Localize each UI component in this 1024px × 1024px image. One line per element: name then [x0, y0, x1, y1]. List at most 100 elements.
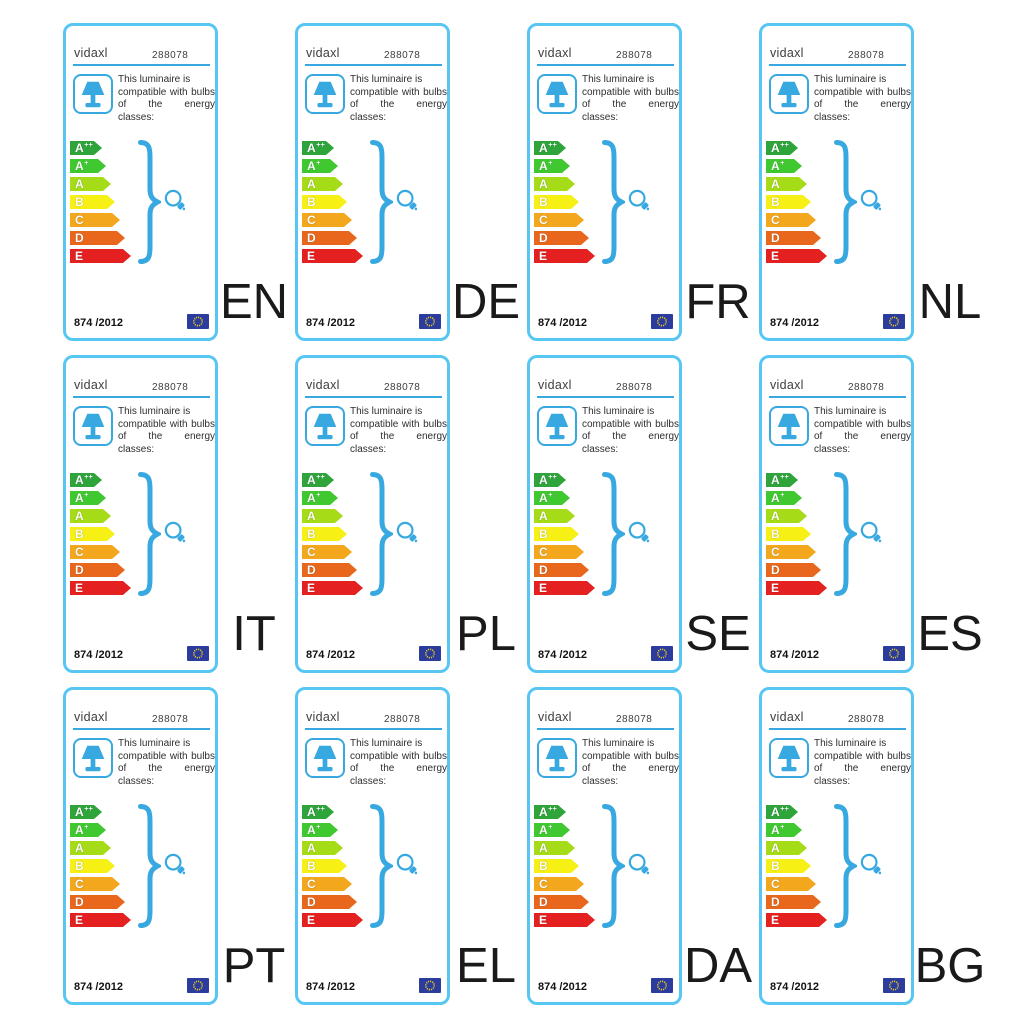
energy-class-arrow: D [766, 231, 821, 245]
header-divider [537, 396, 674, 398]
grade-superscript: ++ [316, 139, 325, 149]
product-number: 288078 [152, 50, 189, 61]
brand-text: vidaxl [538, 710, 572, 724]
grade-letter: A [771, 491, 780, 505]
label-cell: vidaxl 288078 This luminaire is compatibl… [759, 355, 991, 687]
label-cell: vidaxl 288078 This luminaire is compatibl… [63, 355, 295, 687]
description-line: of the energy classes: [814, 431, 911, 455]
energy-class-arrow: B [302, 195, 347, 209]
description-line: of the energy classes: [118, 99, 215, 123]
grade-letter: B [771, 195, 780, 209]
description-line: This luminaire is [350, 74, 423, 85]
grade-letter: A [307, 473, 316, 487]
energy-class-arrow: A ++ [302, 473, 334, 487]
energy-class-arrow: A [766, 841, 807, 855]
light-bulb-icon [860, 853, 882, 875]
curly-brace-icon [138, 140, 161, 264]
grade-letter: A [75, 805, 84, 819]
energy-class-arrow: A ++ [766, 473, 798, 487]
energy-class-arrow: B [302, 527, 347, 541]
grade-letter: A [771, 805, 780, 819]
grade-letter: A [75, 841, 84, 855]
language-code-label: PL [456, 607, 516, 661]
description-line: compatible with bulbs [814, 418, 911, 430]
regulation-number: 874 /2012 [74, 981, 123, 993]
light-bulb-icon [396, 189, 418, 211]
grade-letter: D [307, 895, 316, 909]
lamp-icon [73, 406, 113, 446]
light-bulb-icon [396, 521, 418, 543]
light-bulb-icon [860, 189, 882, 211]
energy-class-arrow: C [766, 545, 816, 559]
energy-class-arrow: E [766, 913, 827, 927]
energy-class-arrow: C [302, 213, 352, 227]
product-number: 288078 [384, 382, 421, 393]
grade-superscript: ++ [548, 471, 557, 481]
light-bulb-icon [860, 521, 882, 543]
grade-letter: D [539, 231, 548, 245]
product-number: 288078 [616, 50, 653, 61]
energy-class-arrow: A + [70, 159, 106, 173]
grade-letter: A [539, 823, 548, 837]
description-text: This luminaire is compatible with bulbs of… [814, 738, 911, 788]
energy-class-arrows: A ++ A + A B C D E [766, 805, 827, 931]
grade-letter: A [307, 491, 316, 505]
grade-letter: E [307, 249, 316, 263]
lamp-icon [73, 74, 113, 114]
energy-class-arrow: D [302, 895, 357, 909]
description-line: of the energy classes: [118, 763, 215, 787]
grade-superscript: ++ [316, 471, 325, 481]
grade-superscript: + [84, 489, 89, 499]
label-cell: vidaxl 288078 This luminaire is compatibl… [527, 687, 759, 1019]
grade-letter: C [771, 213, 780, 227]
energy-class-arrow: B [70, 859, 115, 873]
table-lamp-icon [777, 81, 801, 108]
energy-class-arrow: E [70, 913, 131, 927]
energy-class-arrow: E [70, 581, 131, 595]
header-divider [305, 64, 442, 66]
grade-letter: E [539, 249, 548, 263]
grade-letter: C [75, 545, 84, 559]
grade-letter: B [307, 859, 316, 873]
energy-class-arrow: A + [302, 491, 338, 505]
header-divider [305, 728, 442, 730]
product-number: 288078 [848, 714, 885, 725]
description-line: This luminaire is [118, 738, 191, 749]
grade-letter: E [539, 913, 548, 927]
grade-letter: A [307, 177, 316, 191]
grade-superscript: ++ [548, 139, 557, 149]
energy-class-arrow: A ++ [302, 141, 334, 155]
energy-class-arrow: D [302, 563, 357, 577]
grade-letter: E [539, 581, 548, 595]
eu-flag-icon [187, 314, 209, 329]
energy-class-arrow: C [302, 877, 352, 891]
grade-letter: A [307, 805, 316, 819]
energy-class-arrow: A ++ [70, 141, 102, 155]
label-cell: vidaxl 288078 This luminaire is compatibl… [295, 687, 527, 1019]
grade-letter: E [771, 249, 780, 263]
grade-letter: C [539, 545, 548, 559]
grade-superscript: ++ [84, 803, 93, 813]
energy-class-arrow: A [302, 509, 343, 523]
curly-brace-icon [370, 140, 393, 264]
grade-letter: B [307, 195, 316, 209]
grade-letter: A [75, 509, 84, 523]
energy-class-arrow: B [302, 859, 347, 873]
grade-superscript: ++ [316, 803, 325, 813]
description-line: of the energy classes: [582, 763, 679, 787]
lamp-icon [305, 406, 345, 446]
description-line: of the energy classes: [582, 99, 679, 123]
grade-letter: B [75, 859, 84, 873]
grade-letter: A [771, 473, 780, 487]
label-cell: vidaxl 288078 This luminaire is compatibl… [295, 355, 527, 687]
grade-superscript: + [548, 489, 553, 499]
lamp-icon [537, 738, 577, 778]
energy-label-card: vidaxl 288078 This luminaire is compatibl… [63, 23, 218, 341]
energy-class-arrow: C [70, 213, 120, 227]
eu-flag-icon [419, 978, 441, 993]
grade-letter: B [307, 527, 316, 541]
energy-class-arrow: A [70, 841, 111, 855]
label-cell: vidaxl 288078 This luminaire is compatibl… [527, 355, 759, 687]
energy-class-arrow: A ++ [534, 141, 566, 155]
grade-letter: A [75, 823, 84, 837]
